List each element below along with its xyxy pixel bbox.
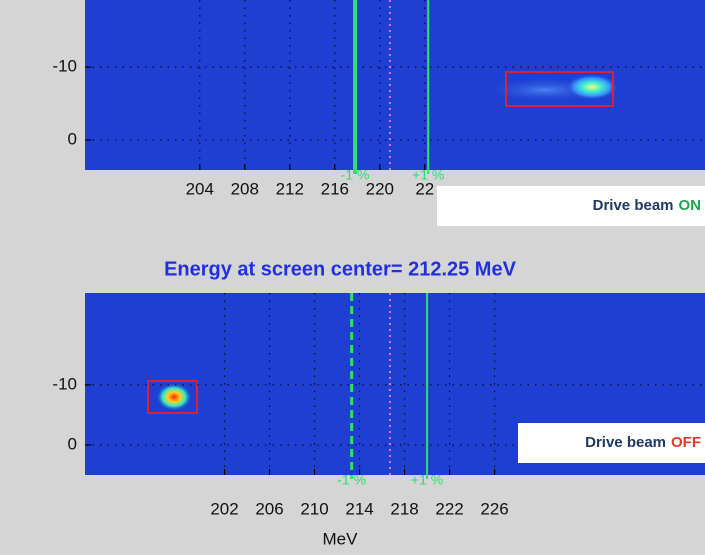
beam-spot xyxy=(156,383,192,411)
x-tick-label: 204 xyxy=(186,179,214,198)
x-axis-label: MeV xyxy=(323,529,359,548)
chart: 20420821221622022-100-1 %+1 %Drive beamO… xyxy=(0,0,705,555)
annotation-part: OFF xyxy=(671,434,701,451)
marker-label: +1 % xyxy=(412,167,444,183)
annotation: Drive beam OFF xyxy=(585,434,701,451)
annotation-part: ON xyxy=(679,197,702,214)
y-tick-label: 0 xyxy=(68,434,77,453)
chart-title: Energy at screen center= 212.25 MeV xyxy=(164,258,517,280)
x-tick-label: 202 xyxy=(210,499,238,518)
annotation-part: Drive beam xyxy=(593,197,674,214)
marker-label: -1 % xyxy=(337,472,366,488)
marker-label: -1 % xyxy=(341,167,370,183)
x-tick-label: 208 xyxy=(231,179,259,198)
annotation: Drive beam ON xyxy=(593,197,701,214)
x-tick-label: 214 xyxy=(345,499,373,518)
y-tick-label: -10 xyxy=(52,57,77,76)
x-tick-label: 206 xyxy=(255,499,283,518)
x-tick-label: 218 xyxy=(390,499,418,518)
x-tick-label: 212 xyxy=(276,179,304,198)
y-tick-label: 0 xyxy=(68,130,77,149)
annotation-part: Drive beam xyxy=(585,434,666,451)
beam-spot xyxy=(566,74,618,100)
x-tick-label: 210 xyxy=(300,499,328,518)
x-tick-label: 220 xyxy=(366,179,394,198)
marker-label: +1 % xyxy=(411,472,443,488)
x-tick-label: 226 xyxy=(480,499,508,518)
x-tick-label: 222 xyxy=(435,499,463,518)
y-tick-label: -10 xyxy=(52,374,77,393)
